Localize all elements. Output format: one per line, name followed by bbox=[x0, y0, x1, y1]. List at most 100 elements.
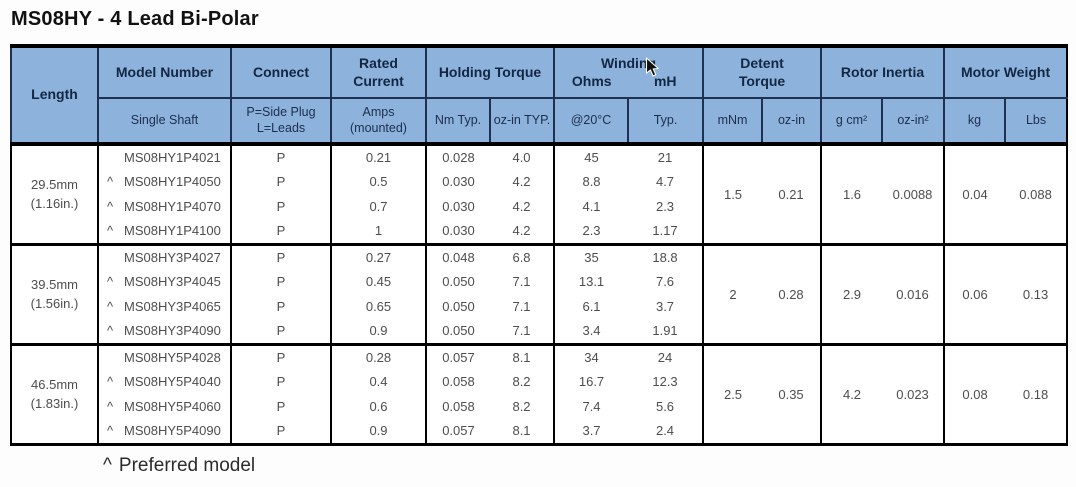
nm-cell: 0.028 bbox=[426, 144, 490, 169]
detent-line2: Torque bbox=[738, 72, 786, 89]
nm-cell: 0.057 bbox=[426, 344, 490, 369]
amps-cell: 0.45 bbox=[331, 269, 427, 294]
table-row: ^ MS08HY5P4090 P 0.9 0.057 8.1 3.7 2.4 bbox=[11, 419, 1067, 446]
model-cell: ^ MS08HY3P4065 bbox=[98, 294, 232, 319]
length-cell: 29.5mm (1.16in.) bbox=[11, 144, 99, 246]
connect-cell: P bbox=[231, 169, 332, 194]
nm-cell: 0.050 bbox=[426, 294, 490, 319]
ohms-cell: 34 bbox=[554, 344, 629, 369]
detent-mnm-cell: 1.5 bbox=[703, 144, 763, 246]
model-cell: ^ MS08HY1P4050 bbox=[98, 169, 232, 194]
connect-cell: P bbox=[231, 344, 332, 369]
detent-mnm-cell: 2 bbox=[703, 244, 763, 346]
subheader-lbs: Lbs bbox=[1004, 97, 1068, 146]
connect-cell: P bbox=[231, 394, 332, 419]
mh-cell: 7.6 bbox=[628, 269, 705, 294]
preferred-caret: ^ bbox=[107, 323, 114, 339]
connect-cell: P bbox=[231, 144, 332, 169]
model-number: MS08HY1P4050 bbox=[124, 174, 221, 189]
subheader-at20c: @20°C bbox=[553, 97, 630, 146]
detent-ozin-cell: 0.28 bbox=[762, 244, 823, 346]
amps-cell: 0.7 bbox=[331, 194, 427, 219]
model-cell: MS08HY5P4028 bbox=[98, 344, 232, 369]
amps-cell: 0.21 bbox=[331, 144, 427, 169]
table-row: ^ MS08HY1P4070 P 0.7 0.030 4.2 4.1 2.3 bbox=[11, 194, 1067, 219]
ohms-cell: 16.7 bbox=[554, 369, 629, 394]
table-row: 46.5mm (1.83in.) MS08HY5P4028 P 0.28 0.0… bbox=[11, 344, 1068, 446]
preferred-caret: ^ bbox=[107, 374, 114, 389]
mh-cell: 1.91 bbox=[628, 319, 705, 346]
col-header-model-number: Model Number bbox=[97, 44, 232, 99]
winding-unit-mh: mH bbox=[653, 72, 677, 89]
model-cell: ^ MS08HY5P4060 bbox=[98, 394, 232, 419]
preferred-caret: ^ bbox=[107, 399, 114, 414]
group-39-5mm: 39.5mm (1.56in.) MS08HY3P4027 P 0.27 0.0… bbox=[11, 244, 1068, 346]
nm-cell: 0.030 bbox=[426, 194, 490, 219]
model-number: MS08HY1P4100 bbox=[124, 223, 221, 239]
connect-cell: P bbox=[231, 219, 332, 246]
rotor-ozin2-cell: 0.016 bbox=[882, 244, 946, 346]
model-number: MS08HY3P4027 bbox=[124, 249, 221, 265]
connect-sub2: L=Leads bbox=[256, 120, 306, 135]
amps-sub1: Amps bbox=[362, 104, 395, 119]
detent-mnm-cell: 2.5 bbox=[703, 344, 763, 446]
length-in: (1.83in.) bbox=[30, 396, 79, 411]
length-mm: 46.5mm bbox=[31, 376, 78, 392]
connect-cell: P bbox=[231, 194, 332, 219]
winding-title: Winding bbox=[600, 55, 657, 71]
nm-cell: 0.058 bbox=[426, 369, 490, 394]
col-header-winding: Winding Ohms mH bbox=[553, 44, 705, 99]
mouse-cursor bbox=[645, 57, 659, 77]
connect-cell: P bbox=[231, 369, 332, 394]
length-in: (1.16in.) bbox=[30, 196, 79, 212]
model-cell: ^ MS08HY5P4090 bbox=[98, 419, 232, 446]
table-row: ^ MS08HY3P4045 P 0.45 0.050 7.1 13.1 7.6 bbox=[11, 269, 1067, 294]
weight-lbs-cell: 0.088 bbox=[1005, 144, 1068, 246]
col-header-holding-torque: Holding Torque bbox=[424, 44, 556, 99]
subheader-typ: Typ. bbox=[627, 97, 705, 146]
ozin-cell: 8.2 bbox=[490, 394, 556, 419]
amps-cell: 0.65 bbox=[331, 294, 427, 319]
winding-units: Ohms mH bbox=[555, 73, 702, 91]
model-number: MS08HY3P4065 bbox=[124, 299, 221, 314]
model-cell: ^ MS08HY5P4040 bbox=[98, 369, 232, 394]
amps-cell: 0.6 bbox=[331, 394, 427, 419]
mh-cell: 1.17 bbox=[628, 219, 705, 246]
table-row: 39.5mm (1.56in.) MS08HY3P4027 P 0.27 0.0… bbox=[11, 244, 1068, 346]
subheader-gcm2: g cm² bbox=[820, 97, 884, 146]
ozin-cell: 4.2 bbox=[490, 194, 556, 219]
table-row: ^ MS08HY1P4050 P 0.5 0.030 4.2 8.8 4.7 bbox=[11, 169, 1067, 194]
col-header-rotor-inertia: Rotor Inertia bbox=[820, 44, 946, 99]
mh-cell: 21 bbox=[628, 144, 705, 169]
model-cell: ^ MS08HY1P4070 bbox=[98, 194, 232, 219]
ohms-cell: 13.1 bbox=[554, 269, 629, 294]
mh-cell: 2.3 bbox=[628, 194, 705, 219]
table-row: 29.5mm (1.16in.) MS08HY1P4021 P 0.21 0.0… bbox=[11, 144, 1068, 246]
nm-cell: 0.030 bbox=[426, 169, 490, 194]
mh-cell: 18.8 bbox=[628, 244, 705, 269]
subheader-detent-ozin: oz-in bbox=[761, 97, 823, 146]
amps-cell: 0.9 bbox=[331, 319, 427, 346]
connect-cell: P bbox=[231, 244, 332, 269]
subheader-amps: Amps (mounted) bbox=[330, 97, 427, 146]
rotor-gcm2-cell: 2.9 bbox=[821, 244, 883, 346]
ozin-cell: 7.1 bbox=[490, 294, 556, 319]
table-row: ^ MS08HY3P4065 P 0.65 0.050 7.1 6.1 3.7 bbox=[11, 294, 1067, 319]
table-row: ^ MS08HY5P4040 P 0.4 0.058 8.2 16.7 12.3 bbox=[11, 369, 1067, 394]
page-title: MS08HY - 4 Lead Bi-Polar bbox=[11, 8, 259, 30]
mh-cell: 2.4 bbox=[628, 419, 705, 446]
detent-line1: Detent bbox=[740, 55, 784, 71]
subheader-single-shaft: Single Shaft bbox=[97, 97, 232, 146]
ozin-cell: 4.2 bbox=[490, 219, 556, 246]
model-cell: MS08HY1P4021 bbox=[98, 144, 232, 169]
rotor-gcm2-cell: 1.6 bbox=[821, 144, 883, 246]
table-row: ^ MS08HY1P4100 P 1 0.030 4.2 2.3 1.17 bbox=[11, 219, 1067, 246]
ohms-cell: 2.3 bbox=[554, 219, 629, 246]
spec-table: Length Model Number Connect Rated Curren… bbox=[10, 44, 1069, 446]
connect-cell: P bbox=[231, 269, 332, 294]
rated-line1: Rated bbox=[359, 55, 398, 71]
ozin-cell: 8.2 bbox=[490, 369, 556, 394]
amps-cell: 0.9 bbox=[331, 419, 427, 446]
rated-line2: Current bbox=[353, 72, 404, 89]
group-29-5mm: 29.5mm (1.16in.) MS08HY1P4021 P 0.21 0.0… bbox=[11, 144, 1068, 246]
